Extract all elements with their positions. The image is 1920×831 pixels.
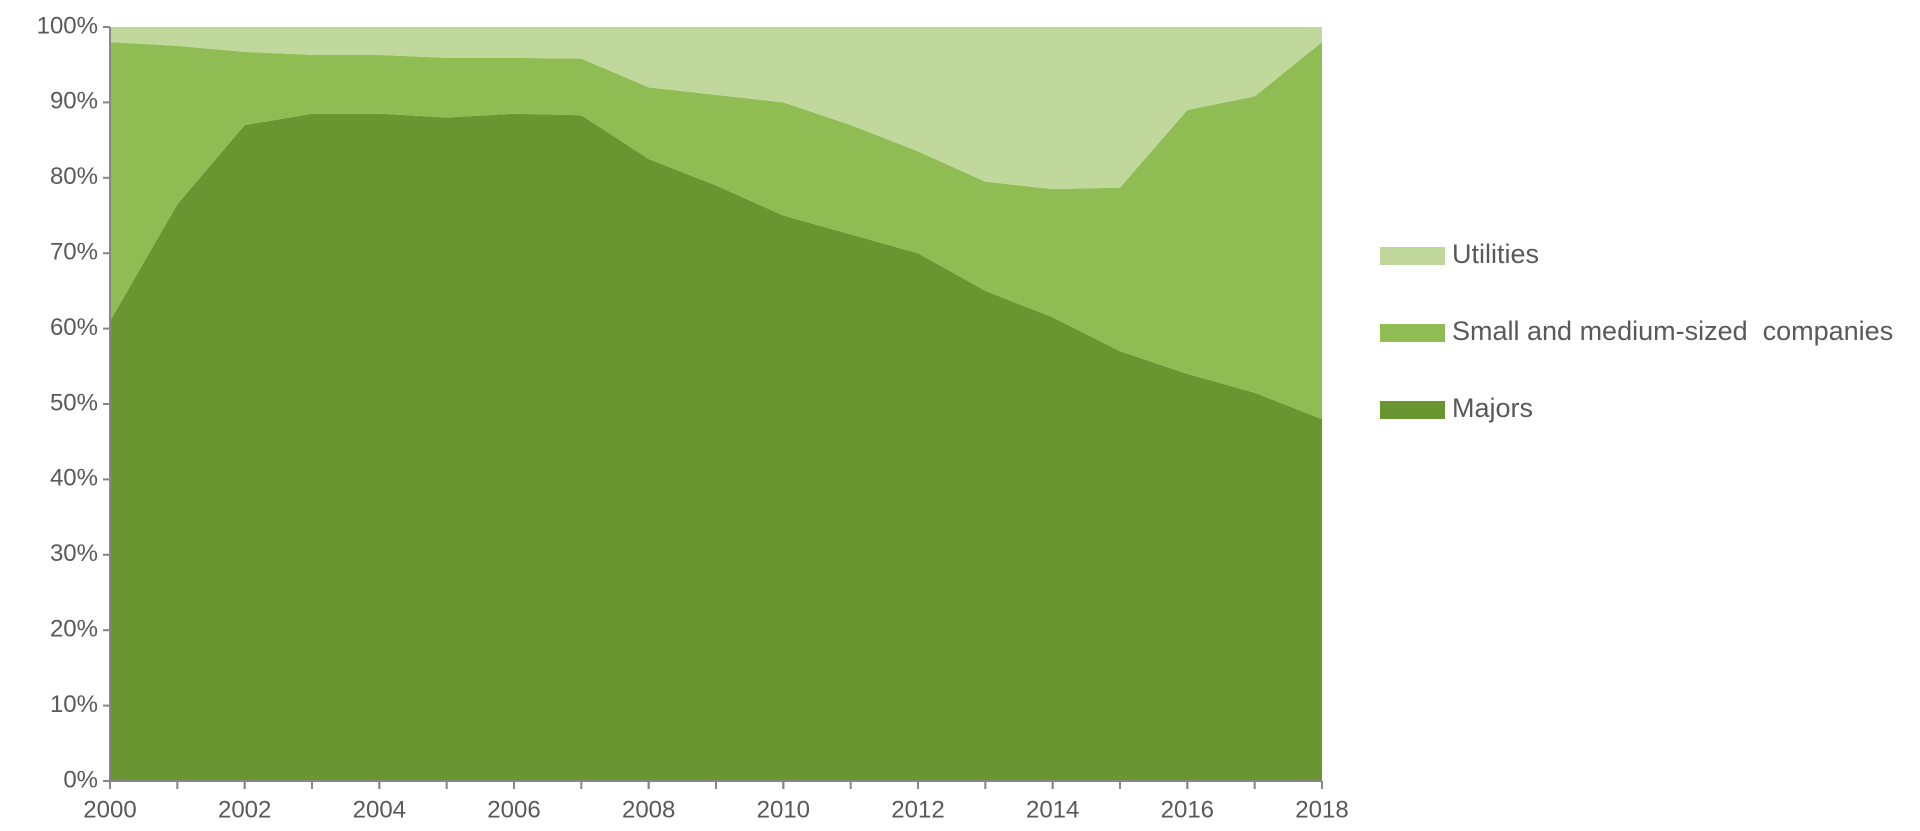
y-tick-label: 80% <box>50 163 98 190</box>
y-tick-label: 100% <box>37 12 98 39</box>
y-tick-label: 30% <box>50 540 98 567</box>
y-tick-label: 60% <box>50 314 98 341</box>
y-tick-label: 90% <box>50 88 98 115</box>
x-tick-label: 2000 <box>83 796 136 823</box>
x-tick-label: 2006 <box>487 796 540 823</box>
x-tick-label: 2012 <box>891 796 944 823</box>
x-tick-label: 2008 <box>622 796 675 823</box>
x-tick-label: 2010 <box>757 796 810 823</box>
legend-swatch <box>1380 247 1445 265</box>
y-tick-label: 0% <box>63 766 98 793</box>
y-tick-label: 50% <box>50 389 98 416</box>
legend-label: Utilities <box>1452 239 1539 269</box>
x-tick-label: 2002 <box>218 796 271 823</box>
legend-swatch <box>1380 324 1445 342</box>
y-tick-label: 20% <box>50 616 98 643</box>
x-tick-label: 2004 <box>353 796 406 823</box>
y-tick-label: 10% <box>50 691 98 718</box>
y-tick-label: 40% <box>50 465 98 492</box>
legend-label: Majors <box>1452 393 1533 423</box>
area <box>110 27 1322 190</box>
area <box>110 113 1322 781</box>
x-tick-label: 2018 <box>1295 796 1348 823</box>
x-tick-label: 2014 <box>1026 796 1079 823</box>
legend-swatch <box>1380 401 1445 419</box>
y-tick-label: 70% <box>50 239 98 266</box>
x-tick-label: 2016 <box>1161 796 1214 823</box>
legend-label: Small and medium-sized companies <box>1452 316 1893 346</box>
area <box>110 42 1322 420</box>
